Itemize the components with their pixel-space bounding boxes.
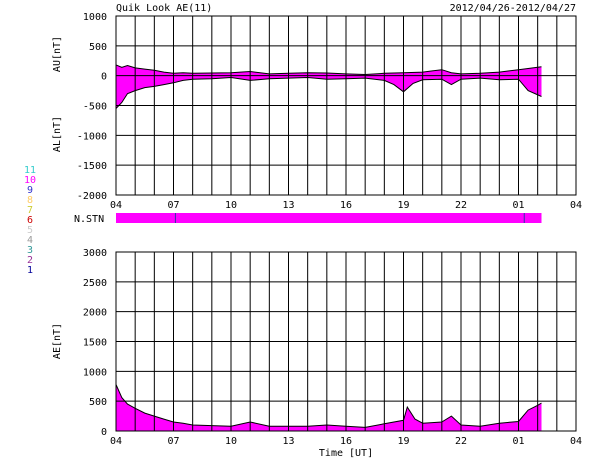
legend-station-10: 10 [24,175,36,186]
y-tick-label: -2000 [77,191,107,202]
al-axis-label: AL[nT] [52,116,63,152]
nstn-fill [116,213,542,223]
au-al-panel: 1000 500 0 -500 -1000 -1500 -2000 04 07 10 13 16 19… [52,12,582,211]
x-tick-label: 16 [340,436,352,447]
y-tick-label: 1000 [83,367,107,378]
x-tick-label: 04 [570,200,582,211]
legend-station-2: 2 [27,255,33,266]
date-range: 2012/04/26-2012/04/27 [450,3,576,14]
y-tick-label: 3000 [83,248,107,259]
plot-frame [115,15,577,196]
x-tick-label: 04 [110,200,122,211]
x-tick-label: 22 [455,436,467,447]
y-tick-label: 0 [101,427,107,438]
y-tick-label: -500 [83,102,107,113]
y-tick-label: 1500 [83,338,107,349]
y-tick-label: -1000 [77,131,107,142]
legend-station-3: 3 [27,245,33,256]
ae-panel: 3000 2500 2000 1500 1000 500 0 04 07 10 13 16 19 22 0… [52,248,582,459]
legend-station-11: 11 [24,165,36,176]
legend-station-7: 7 [27,205,33,216]
x-tick-label: 07 [167,436,179,447]
nstn-label: N.STN [74,214,104,225]
legend-station-6: 6 [27,215,33,226]
al-area [116,75,542,109]
ae-axis-label: AE[nT] [52,323,63,359]
x-tick-label: 10 [225,200,237,211]
al-line [115,76,542,109]
x-tick-label: 07 [167,200,179,211]
legend-station-4: 4 [27,235,33,246]
x-tick-label: 13 [282,436,294,447]
legend-station-1: 1 [27,265,33,276]
y-tick-label: 0 [101,72,107,83]
x-tick-label: 01 [512,200,524,211]
y-tick-label: 500 [89,42,107,53]
y-tick-label: 2000 [83,308,107,319]
plot-frame [115,251,577,432]
chart-title: Quik Look AE(11) [116,3,212,14]
y-tick-label: 1000 [83,12,107,23]
x-axis-label: Time [UT] [319,448,373,459]
legend-station-5: 5 [27,225,33,236]
station-count-bar: N.STN [74,213,542,225]
y-tick-label: -1500 [77,161,107,172]
ae-line [115,384,542,428]
ae-area [116,384,542,431]
legend-station-9: 9 [27,185,33,196]
y-tick-label: 500 [89,397,107,408]
y-tick-label: 2500 [83,278,107,289]
legend-station-8: 8 [27,195,33,206]
au-axis-label: AU[nT] [52,36,63,72]
x-tick-label: 19 [397,200,409,211]
au-area [116,64,542,76]
x-tick-label: 04 [570,436,582,447]
x-tick-label: 19 [397,436,409,447]
x-tick-label: 16 [340,200,352,211]
x-tick-label: 01 [512,436,524,447]
x-tick-label: 04 [110,436,122,447]
x-tick-label: 22 [455,200,467,211]
au-line [115,64,542,76]
x-tick-label: 13 [282,200,294,211]
x-tick-label: 10 [225,436,237,447]
